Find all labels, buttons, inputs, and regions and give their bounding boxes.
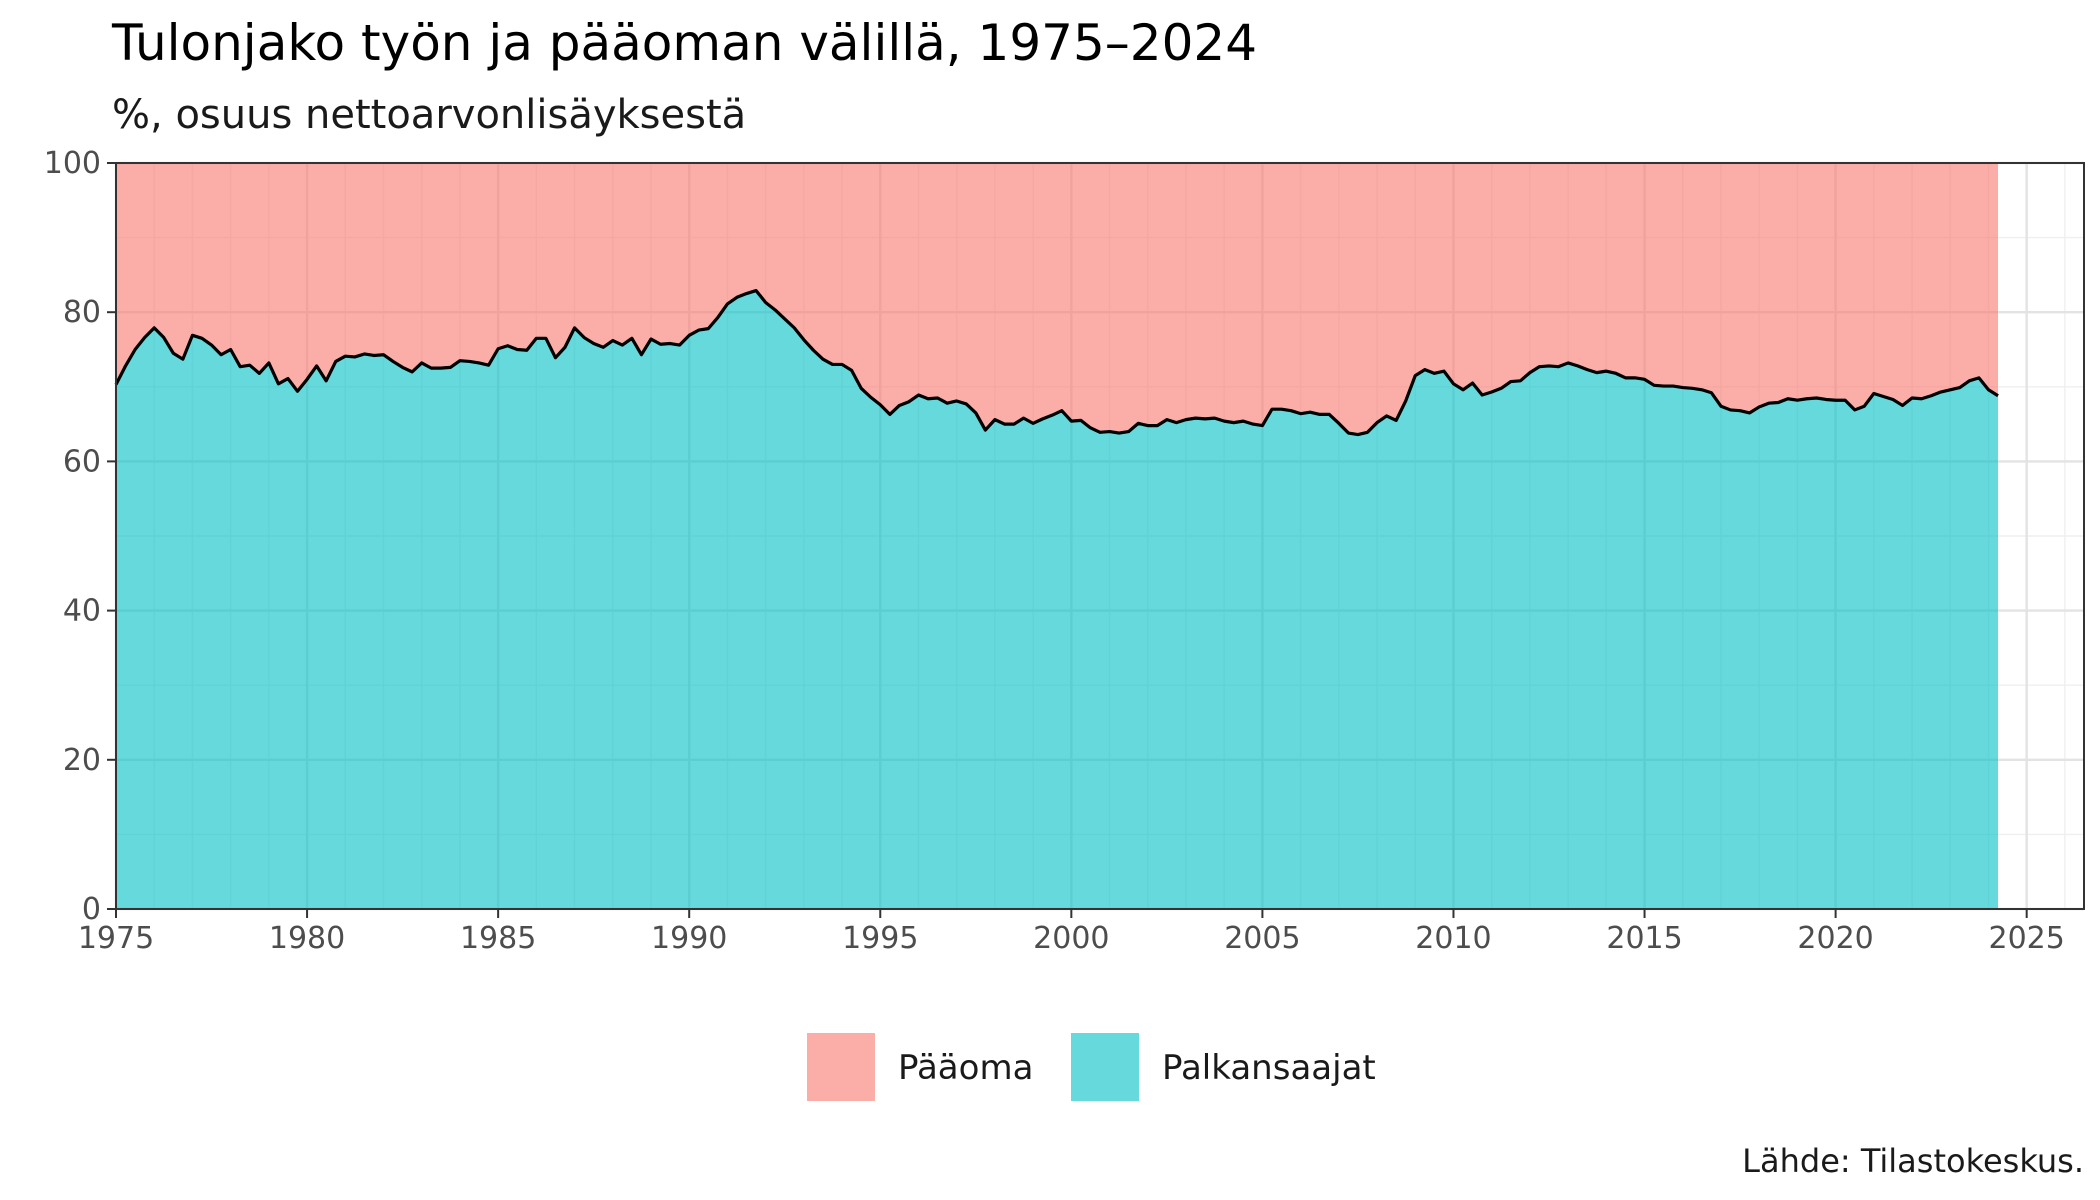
x-tick-label: 1975 xyxy=(78,921,154,956)
y-tick-label: 40 xyxy=(63,594,101,629)
x-tick-label: 1995 xyxy=(842,921,918,956)
x-tick-label: 2020 xyxy=(1797,921,1873,956)
x-tick-label: 1985 xyxy=(460,921,536,956)
x-tick-label: 2015 xyxy=(1606,921,1682,956)
chart-caption: Lähde: Tilastokeskus. xyxy=(1742,1142,2084,1180)
x-tick-label: 2000 xyxy=(1033,921,1109,956)
x-axis: 1975 1980 1985 1990 1995 2000 2005 2010 2015 2020… xyxy=(78,909,2065,956)
y-tick-label: 80 xyxy=(63,295,101,330)
legend-key-palkansaajat xyxy=(1071,1033,1139,1101)
x-tick-label: 2025 xyxy=(1988,921,2064,956)
area-paaoma xyxy=(116,163,1999,435)
x-tick-label: 1980 xyxy=(269,921,345,956)
chart-title: Tulonjako työn ja pääoman välillä, 1975–… xyxy=(111,14,1257,72)
panel-border xyxy=(115,162,2085,910)
x-tick-label: 1990 xyxy=(651,921,727,956)
legend-key-paaoma xyxy=(807,1033,875,1101)
line-palkansaajat xyxy=(114,288,1999,437)
y-axis: 0 20 40 60 80 100 xyxy=(44,146,116,927)
area-palkansaajat xyxy=(116,290,1999,909)
y-tick-label: 100 xyxy=(44,146,101,181)
plot-panel xyxy=(114,161,2085,911)
chart-subtitle: %, osuus nettoarvonlisäyksestä xyxy=(112,92,746,138)
x-tick-label: 2010 xyxy=(1415,921,1491,956)
legend-label-paaoma: Pääoma xyxy=(898,1048,1033,1088)
legend: Pääoma Palkansaajat xyxy=(807,1033,1376,1101)
y-tick-label: 0 xyxy=(82,892,101,927)
y-tick-label: 20 xyxy=(63,743,101,778)
legend-label-palkansaajat: Palkansaajat xyxy=(1162,1048,1376,1088)
x-tick-label: 2005 xyxy=(1224,921,1300,956)
y-tick-label: 60 xyxy=(63,444,101,479)
